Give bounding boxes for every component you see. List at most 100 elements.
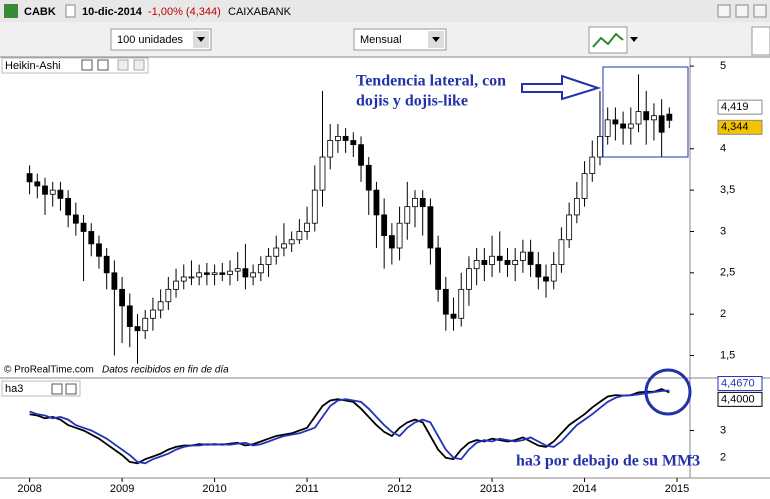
candle-body <box>589 156 596 174</box>
candle-body <box>496 255 503 261</box>
candle-body <box>581 173 588 199</box>
candle-body <box>489 255 495 265</box>
app-icon <box>4 4 18 18</box>
info-icon[interactable] <box>65 4 76 18</box>
candle-body <box>573 197 580 216</box>
y-tick-label: 2,5 <box>720 267 735 279</box>
candle-body <box>543 276 549 282</box>
candle-body <box>342 135 349 141</box>
candle-body <box>203 272 210 275</box>
candle-body <box>388 235 395 249</box>
annotation-arrow <box>521 74 602 101</box>
candle-body <box>643 111 650 121</box>
candle-body <box>450 313 457 319</box>
units-select[interactable] <box>110 28 212 51</box>
close-button[interactable] <box>753 4 767 18</box>
candle-body <box>627 123 634 129</box>
candle-body <box>257 264 264 274</box>
period-select[interactable] <box>353 28 447 51</box>
candle-body <box>111 272 118 290</box>
x-tick-label: 2012 <box>387 483 411 495</box>
candle-body <box>250 272 257 278</box>
candle-body <box>327 140 334 158</box>
candle-body <box>481 260 488 265</box>
source-note: Datos recibidos en fin de día <box>102 365 229 376</box>
highlight-circle <box>644 368 692 416</box>
candle-body <box>273 247 280 257</box>
panel-button[interactable] <box>117 59 129 71</box>
dropdown-arrow[interactable] <box>630 37 638 42</box>
candle-body <box>242 268 249 278</box>
candle-body <box>396 222 403 249</box>
value-tag-label: 4,4670 <box>721 377 755 389</box>
y-tick-label: 3 <box>720 225 726 237</box>
candle-body <box>157 301 164 311</box>
panel-title: Heikin-Ashi <box>5 60 61 72</box>
value-tag-label: 4,4000 <box>721 393 755 405</box>
candle-body <box>227 270 233 275</box>
units-value: 100 unidades <box>117 34 184 46</box>
candle-body <box>404 206 411 224</box>
candle-body <box>612 119 619 125</box>
candle-body <box>442 288 449 315</box>
minimize-button[interactable] <box>717 4 731 18</box>
annotation: ha3 por debajo de su MM3 <box>516 453 700 470</box>
panel-button[interactable] <box>51 383 63 395</box>
source: © ProRealTime.com <box>4 365 94 376</box>
panel-button[interactable] <box>97 59 109 71</box>
candle-body <box>466 268 472 290</box>
candle-body <box>211 272 218 275</box>
panel-button[interactable] <box>65 383 77 395</box>
dropdown-arrow <box>197 37 205 42</box>
candle-body <box>234 268 241 272</box>
panel-button[interactable] <box>133 59 145 71</box>
maximize-button[interactable] <box>735 4 749 18</box>
candle-body <box>142 317 149 332</box>
date: 10-dic-2014 <box>82 6 143 18</box>
annotation: Tendencia lateral, con <box>356 73 506 90</box>
change: -1,00% (4,344) <box>148 6 221 18</box>
candle-body <box>49 189 56 195</box>
candle-body <box>365 164 372 191</box>
panel-title: ha3 <box>5 383 23 395</box>
value-tag <box>717 376 763 392</box>
candle-body <box>281 243 287 249</box>
candle-body <box>165 288 172 303</box>
period-value: Mensual <box>360 34 402 46</box>
candle-body <box>412 197 418 208</box>
side-button[interactable] <box>751 26 770 56</box>
indicator-button[interactable] <box>588 26 628 54</box>
y-tick-label: 4 <box>720 143 726 155</box>
candle-body <box>350 140 357 146</box>
range-box <box>602 66 689 158</box>
annotation: dojis y dojis-like <box>356 93 468 110</box>
company: CAIXABANK <box>228 6 292 18</box>
candle-body <box>26 173 33 183</box>
candle-body <box>427 206 434 249</box>
indicator-line <box>29 389 670 465</box>
candle-body <box>566 214 573 241</box>
candle-body <box>57 189 64 199</box>
candle-body <box>119 288 125 307</box>
panel-button[interactable] <box>81 59 93 71</box>
y-tick-label: 3,5 <box>720 184 735 196</box>
candle-body <box>635 111 642 125</box>
candle-body <box>134 326 141 332</box>
candle-body <box>42 185 48 195</box>
candle-body <box>550 264 557 282</box>
candle-body <box>296 231 303 241</box>
indicator-icon <box>592 32 624 48</box>
candle-body <box>512 260 519 265</box>
dropdown-arrow <box>432 37 440 42</box>
value-tag-label: 4,344 <box>721 121 749 133</box>
candle-body <box>65 197 72 216</box>
candle-body <box>72 214 79 224</box>
value-tag-label: 4,419 <box>721 101 749 113</box>
candle-body <box>535 264 542 278</box>
candle-body <box>96 243 102 257</box>
candle-body <box>458 288 465 319</box>
y-tick-label: 3 <box>720 424 726 436</box>
candle-body <box>381 214 388 237</box>
